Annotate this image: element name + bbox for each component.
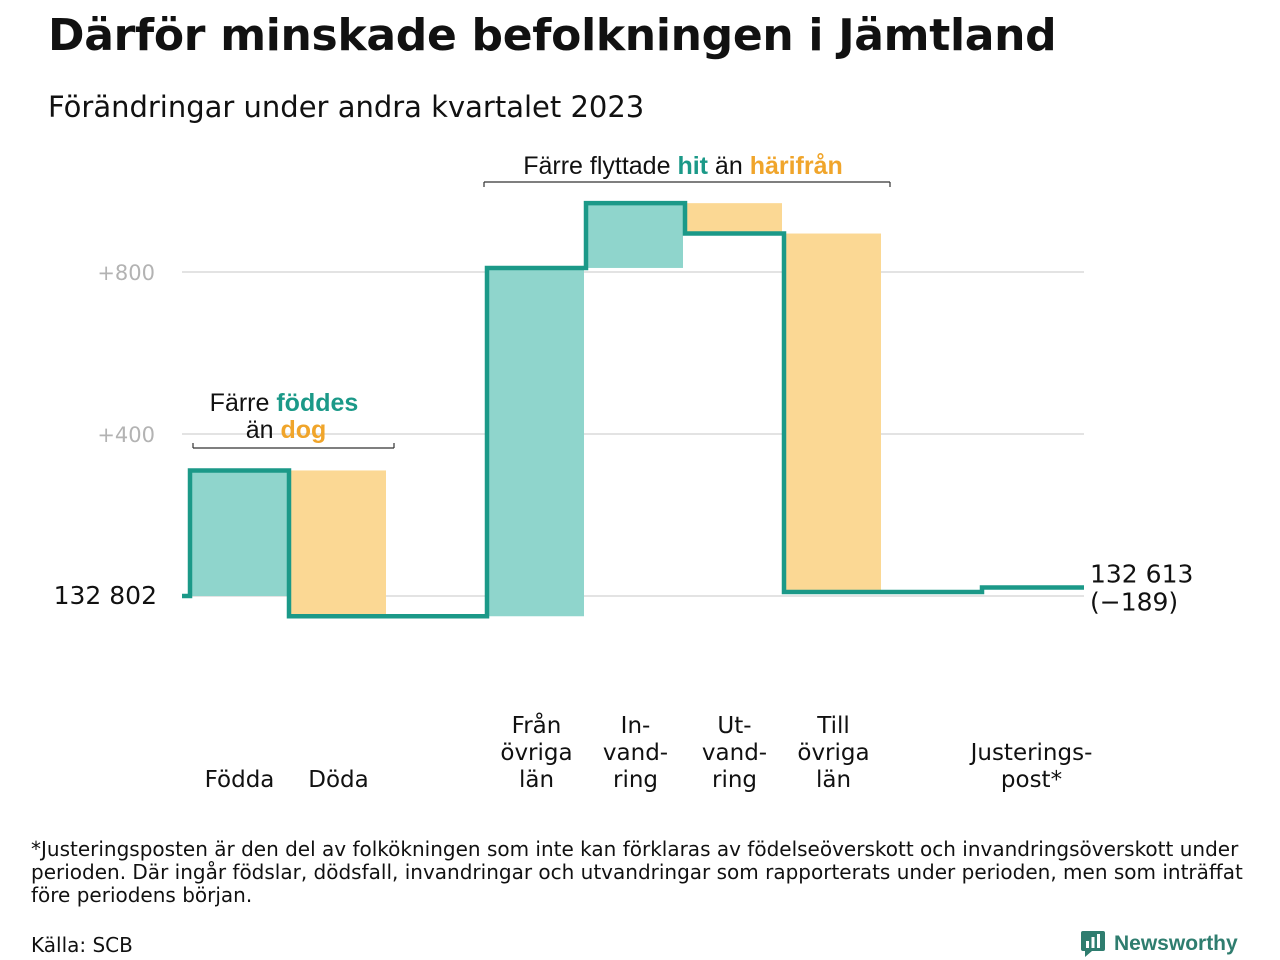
running-total-path [182, 200, 1084, 619]
x-category-label-fodda: Födda [205, 767, 275, 793]
x-category-label-line: övriga [797, 740, 869, 766]
end-value-label: 132 613 [1090, 559, 1193, 588]
x-category-label-doda: Döda [308, 767, 368, 793]
annotation-text: Färre flyttade [523, 152, 677, 180]
annotation-migration: Färre flyttade hit än härifrån [483, 152, 891, 187]
x-category-label-line: post* [1001, 767, 1062, 793]
x-category-label-line: län [519, 767, 554, 793]
footnote: *Justeringsposten är den del av folkökni… [31, 837, 1243, 907]
x-category-label-line: län [816, 767, 851, 793]
annotation-highlight-harifran: härifrån [750, 152, 843, 180]
annotation-text: Färre [210, 389, 277, 417]
y-tick-label: +800 [97, 261, 155, 285]
x-category-label-utvandring: Ut-vand-ring [702, 713, 767, 793]
chart-title: Därför minskade befolkningen i Jämtland [48, 10, 1057, 61]
bar-till-ovriga-lan [784, 233, 881, 592]
annotation-migration-text: Färre flyttade hit än härifrån [523, 152, 843, 180]
x-category-label-line: övriga [500, 740, 572, 766]
x-category-label-line: ring [712, 767, 757, 793]
annotation-highlight-deaths: dog [280, 416, 326, 444]
x-category-label-line: Ut- [717, 713, 751, 739]
annotation-births-line2: än dog [246, 416, 327, 444]
source-credit: Källa: SCB [31, 933, 133, 957]
newsworthy-logo-icon [1081, 931, 1105, 957]
running-total-line [182, 200, 1084, 619]
x-category-label-line: vand- [702, 740, 767, 766]
y-tick-label: +400 [97, 423, 155, 447]
x-category-label-invandring: In-vand-ring [603, 713, 668, 793]
bar-invandring [586, 203, 683, 268]
annotation-highlight-births: föddes [276, 389, 358, 417]
chart-subtitle: Förändringar under andra kvartalet 2023 [48, 90, 645, 124]
bar-utvandring [685, 203, 782, 234]
x-category-label-line: Döda [308, 767, 368, 793]
x-category-label-till-ovriga-lan: Till övriga län [797, 713, 869, 793]
x-category-label-line: Till [816, 713, 850, 739]
x-category-label-line: ring [613, 767, 658, 793]
x-category-label-justeringspost: Justerings-post* [969, 740, 1093, 793]
x-category-label-line: In- [621, 713, 651, 739]
annotation-text: än [708, 152, 750, 180]
bar-doda [289, 470, 386, 617]
x-category-label-fran-ovriga-lan: Från övriga län [500, 711, 572, 793]
brand-name: Newsworthy [1114, 932, 1238, 955]
bars [190, 203, 881, 617]
bar-fodda [190, 470, 287, 596]
end-change-label: (−189) [1090, 587, 1178, 616]
bar-fran-ovriga-lan [487, 267, 584, 617]
annotation-text: än [246, 416, 281, 444]
x-category-label-line: vand- [603, 740, 668, 766]
annotation-births-line1: Färre föddes [210, 389, 359, 417]
annotation-births-deaths: Färre föddes än dog [192, 389, 395, 449]
annotation-highlight-hit: hit [677, 152, 708, 180]
x-category-label-line: Justerings- [969, 740, 1093, 766]
x-category-label-line: Födda [205, 767, 275, 793]
brand-logo[interactable]: Newsworthy [1080, 928, 1238, 960]
start-value-label: 132 802 [54, 581, 157, 610]
x-category-label-line: Från [512, 711, 562, 739]
